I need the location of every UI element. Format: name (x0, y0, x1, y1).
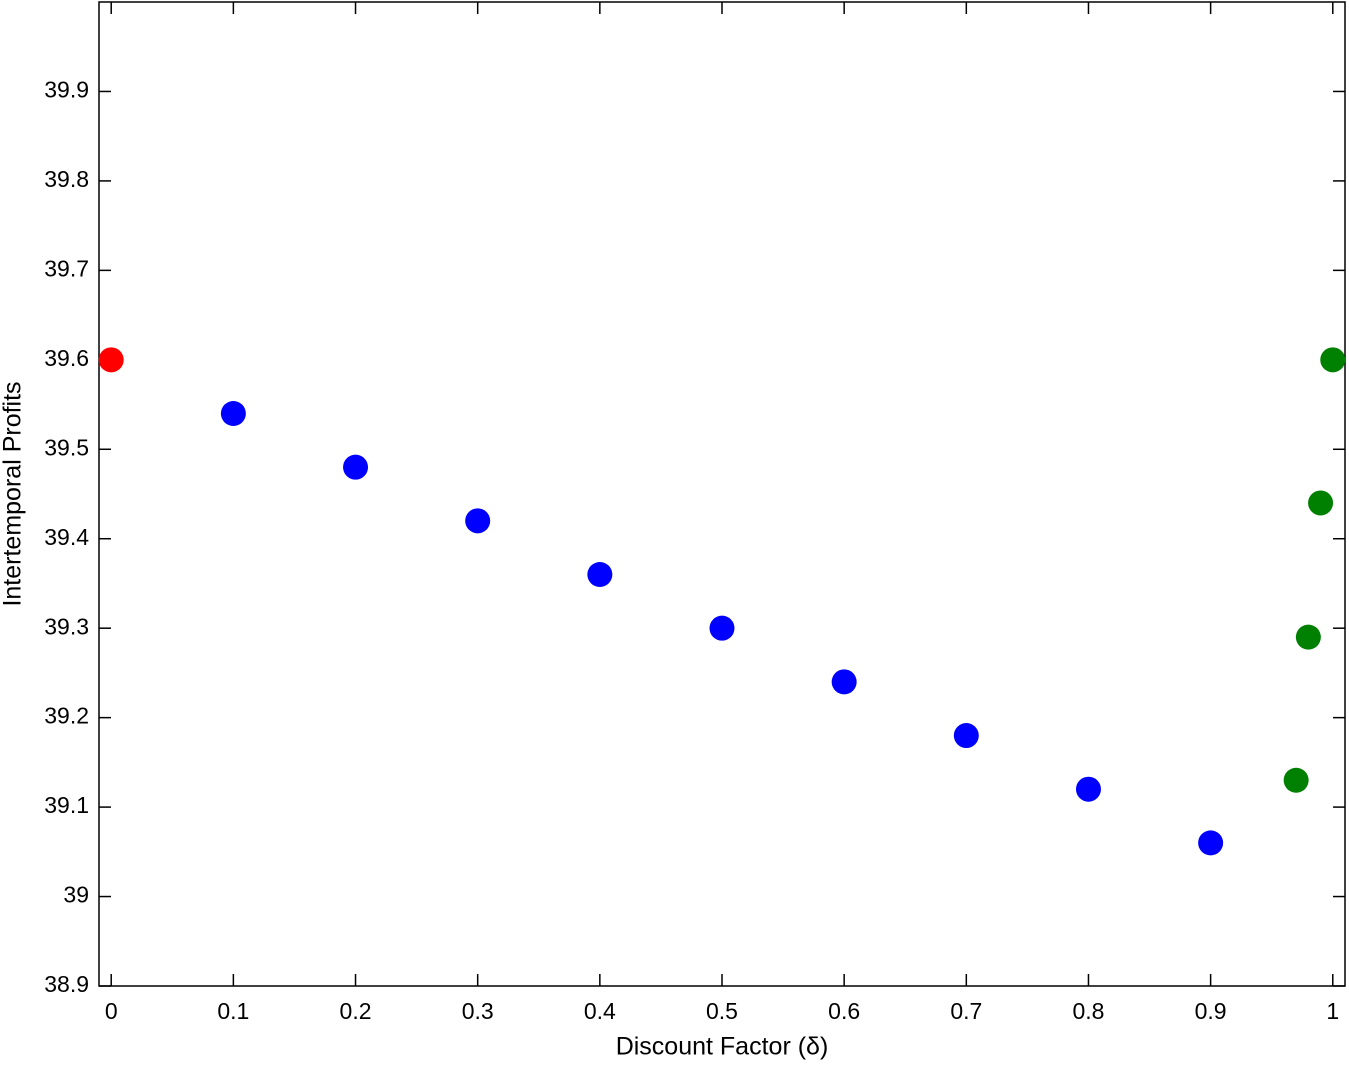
point (709, 615, 735, 641)
point (465, 508, 491, 534)
point (587, 562, 613, 588)
y-tick-label: 38.9 (44, 971, 89, 997)
point (1308, 490, 1334, 516)
point (1075, 776, 1101, 802)
x-tick-label: 1 (1326, 998, 1339, 1024)
y-tick-label: 39.6 (44, 345, 89, 371)
x-tick-label: 0.4 (584, 998, 616, 1024)
x-axis-label: Discount Factor (δ) (616, 1033, 829, 1061)
x-tick-label: 0.6 (828, 998, 860, 1024)
y-tick-label: 39.2 (44, 703, 89, 729)
x-tick-label: 0 (105, 998, 118, 1024)
y-tick-label: 39.5 (44, 434, 89, 460)
point (220, 400, 246, 426)
point (1283, 767, 1309, 793)
y-tick-label: 39.8 (44, 166, 89, 192)
point (343, 454, 369, 480)
y-tick-label: 39.7 (44, 255, 89, 281)
y-tick-label: 39.4 (44, 524, 89, 550)
y-tick-label: 39 (63, 882, 89, 908)
y-tick-label: 39.1 (44, 792, 89, 818)
point (98, 347, 124, 373)
x-tick-label: 0.9 (1195, 998, 1227, 1024)
x-tick-label: 0.7 (950, 998, 982, 1024)
y-tick-label: 39.3 (44, 613, 89, 639)
x-tick-label: 0.1 (217, 998, 249, 1024)
plot-frame (98, 1, 1346, 987)
y-axis-label: Intertemporal Profits (0, 381, 27, 606)
point (1320, 347, 1346, 373)
point (1295, 624, 1321, 650)
x-tick-label: 0.8 (1072, 998, 1104, 1024)
point (953, 723, 979, 749)
x-tick-label: 0.2 (340, 998, 372, 1024)
y-tick-label: 39.9 (44, 77, 89, 103)
x-tick-label: 0.5 (706, 998, 738, 1024)
point (1198, 830, 1224, 856)
x-tick-label: 0.3 (462, 998, 494, 1024)
point (831, 669, 857, 695)
